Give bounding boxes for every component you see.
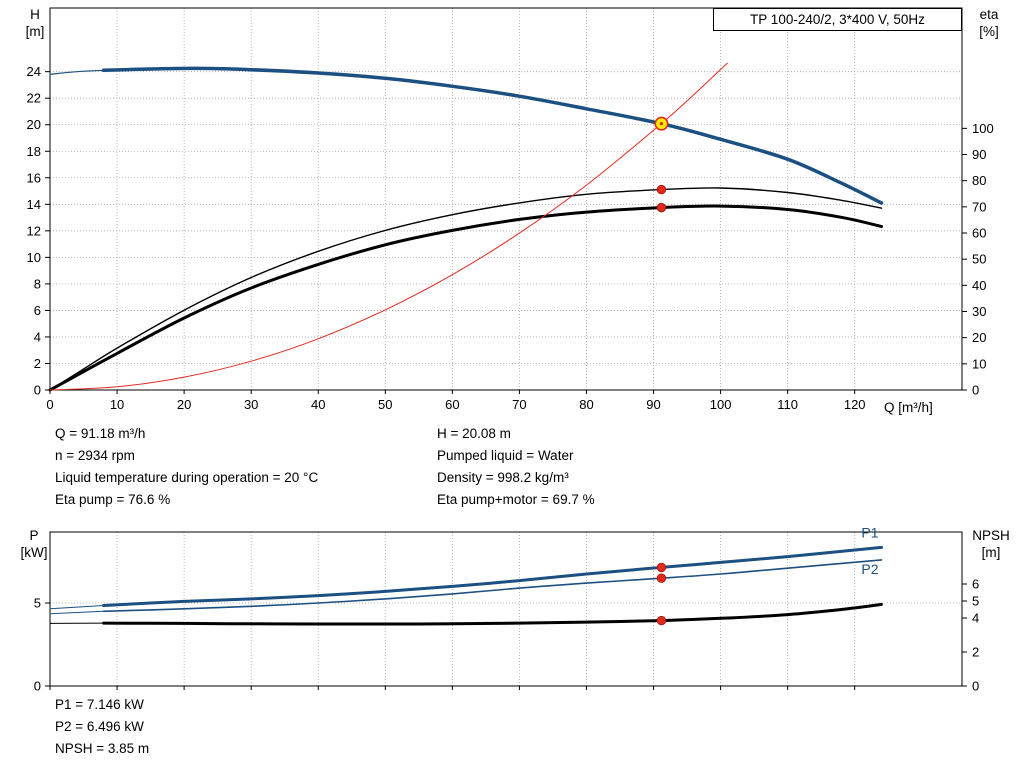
p-axis-symbol: P — [29, 528, 39, 543]
y-right-tick-label: 70 — [972, 199, 986, 214]
y-right-tick-label: 5 — [972, 594, 979, 609]
y-left-tick-label: 8 — [34, 276, 41, 291]
x-tick-label: 90 — [646, 397, 660, 412]
y-left-tick-label: 22 — [27, 91, 41, 106]
x-tick-label: 70 — [512, 397, 526, 412]
p2-curve-low-flow — [49, 610, 105, 615]
y-right-tick-label: 60 — [972, 226, 986, 241]
result-eta-pump: Eta pump = 76.6 % — [55, 492, 171, 507]
y-left-tick-label: 2 — [34, 356, 41, 371]
npsh-axis-symbol: NPSH — [972, 528, 1010, 543]
result-liquid-temperature: Liquid temperature during operation = 20… — [55, 470, 319, 485]
y-left-tick-label: 5 — [34, 596, 41, 611]
npsh-curve — [102, 602, 883, 626]
result-density: Density = 998.2 kg/m³ — [437, 470, 569, 485]
y-left-tick-label: 6 — [34, 303, 41, 318]
result-pumped-liquid: Pumped liquid = Water — [437, 448, 574, 463]
x-tick-label: 110 — [777, 397, 798, 412]
result-p2: P2 = 6.496 kW — [55, 719, 144, 734]
eta-axis-symbol: eta — [979, 7, 999, 22]
p1-point — [656, 562, 667, 573]
result-eta-pump-motor: Eta pump+motor = 69.7 % — [437, 492, 595, 507]
x-tick-label: 120 — [844, 397, 866, 412]
y-right-tick-label: 2 — [972, 645, 979, 660]
eta-pump-motor-point — [656, 202, 667, 213]
y-right-tick-label: 40 — [972, 278, 986, 293]
y-left-tick-label: 18 — [27, 144, 41, 159]
eta-axis-title: eta [%] — [966, 6, 1012, 40]
eta-pump-curve — [49, 187, 883, 391]
y-left-tick-label: 4 — [34, 329, 41, 344]
npsh-point — [656, 615, 667, 626]
x-tick-label: 60 — [445, 397, 459, 412]
system-curve — [49, 62, 728, 391]
y-right-tick-label: 4 — [972, 611, 979, 626]
p2-curve — [102, 559, 883, 613]
pump-curve-low-flow — [49, 69, 105, 75]
result-flow: Q = 91.18 m³/h — [55, 426, 146, 441]
eta-pump-motor-curve — [48, 204, 883, 392]
y-left-tick-label: 0 — [34, 679, 41, 694]
eta-axis-unit: [%] — [979, 24, 999, 39]
y-right-tick-label: 100 — [972, 121, 994, 136]
result-p1: P1 = 7.146 kW — [55, 697, 144, 712]
y-left-tick-label: 12 — [27, 223, 41, 238]
x-tick-label: 20 — [177, 397, 191, 412]
y-left-tick-label: 20 — [27, 117, 41, 132]
p-axis-title: P [kW] — [14, 527, 54, 561]
x-tick-label: 80 — [579, 397, 593, 412]
result-npsh: NPSH = 3.85 m — [55, 741, 150, 756]
x-tick-label: 100 — [710, 397, 732, 412]
y-right-tick-label: 80 — [972, 173, 986, 188]
p1-curve — [102, 545, 883, 607]
x-tick-label: 0 — [46, 397, 53, 412]
eta-pump-point — [656, 184, 667, 195]
h-axis-unit: [m] — [25, 24, 45, 39]
result-head: H = 20.08 m — [437, 426, 511, 441]
y-right-tick-label: 6 — [972, 577, 979, 592]
y-left-tick-label: 0 — [34, 383, 41, 398]
duty-results-left: Q = 91.18 m³/h n = 2934 rpm Liquid tempe… — [55, 423, 318, 511]
duty-results-right: H = 20.08 m Pumped liquid = Water Densit… — [437, 423, 595, 511]
q-axis-title: Q [m³/h] — [884, 400, 933, 415]
h-axis-symbol: H — [30, 7, 40, 22]
y-left-tick-label: 10 — [27, 250, 41, 265]
p2-point — [656, 573, 667, 583]
plot-border — [49, 7, 963, 391]
x-tick-label: 50 — [378, 397, 392, 412]
duty-point-center — [659, 122, 664, 126]
y-left-tick-label: 24 — [27, 64, 41, 79]
y-right-tick-label: 50 — [972, 252, 986, 267]
p-axis-unit: [kW] — [20, 545, 48, 560]
x-tick-label: 40 — [311, 397, 325, 412]
y-right-tick-label: 0 — [972, 679, 979, 694]
pump-type-title-box: TP 100-240/2, 3*400 V, 50Hz — [713, 8, 962, 31]
y-right-tick-label: 20 — [972, 330, 986, 345]
x-tick-label: 10 — [110, 397, 124, 412]
npsh-axis-unit: [m] — [981, 545, 1001, 560]
y-left-tick-label: 14 — [27, 197, 41, 212]
y-right-tick-label: 10 — [972, 356, 986, 371]
npsh-axis-title: NPSH [m] — [964, 527, 1018, 561]
result-speed: n = 2934 rpm — [55, 448, 135, 463]
y-right-tick-label: 30 — [972, 304, 986, 319]
y-left-tick-label: 16 — [27, 170, 41, 185]
y-right-tick-label: 0 — [972, 383, 979, 398]
power-results: P1 = 7.146 kW P2 = 6.496 kW NPSH = 3.85 … — [55, 694, 149, 760]
pump-curve — [101, 66, 884, 205]
p1-curve-low-flow — [49, 605, 105, 610]
h-axis-title: H [m] — [18, 6, 52, 40]
p1-label: P1 — [861, 524, 878, 540]
y-right-tick-label: 90 — [972, 147, 986, 162]
p2-label: P2 — [861, 561, 878, 577]
x-tick-label: 30 — [244, 397, 258, 412]
